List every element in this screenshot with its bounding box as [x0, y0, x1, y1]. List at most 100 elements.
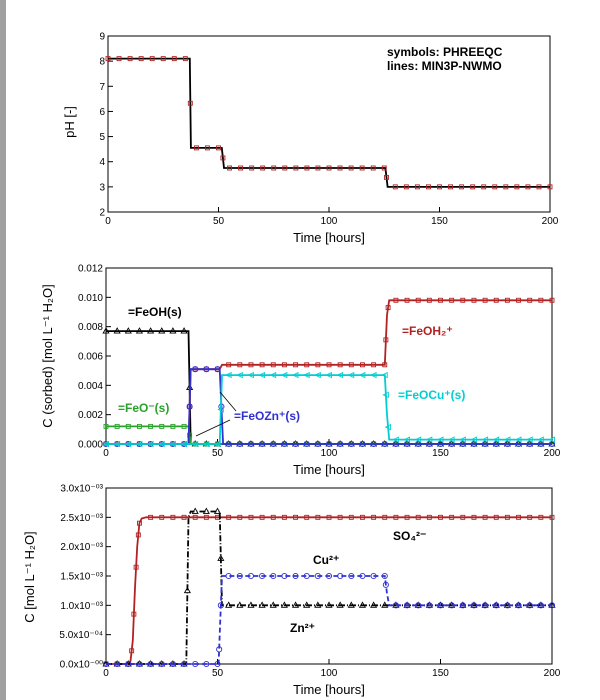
sorbed-series-4-marker — [492, 436, 500, 443]
sorbed-series-4-marker — [217, 406, 224, 413]
sorbed-series-1-marker — [426, 297, 432, 303]
ph-series-0-marker — [403, 184, 409, 190]
aqueous-series-2-marker — [493, 602, 500, 609]
sorbed-series-3-marker — [225, 440, 232, 448]
aqueous-series-0-marker — [527, 514, 533, 520]
aqueous-series-2-marker — [381, 572, 388, 580]
sorbed-series-4-marker — [247, 371, 254, 379]
sorbed-series-4-marker — [158, 440, 165, 448]
ph-series-0-marker — [359, 165, 365, 171]
ph-series-0-marker — [384, 174, 389, 180]
aqueous-series-1-marker — [213, 507, 222, 514]
aqueous-series-2-marker — [192, 660, 199, 668]
ph-series-0-marker — [459, 184, 465, 190]
ph-series-0-marker — [260, 165, 266, 171]
sorbed-series-1-marker — [237, 362, 243, 368]
sorbed-series-3-marker — [348, 440, 355, 448]
ph-series-0-marker — [414, 184, 420, 190]
ph-series-0-marker — [514, 184, 520, 190]
sorbed-series-1-marker — [393, 297, 399, 303]
ph-y-tick-label: 8 — [99, 57, 105, 68]
aqueous-series-0-marker — [281, 514, 287, 520]
sorbed-series-1-marker — [326, 362, 332, 368]
aqueous-series-0-marker — [135, 532, 141, 538]
aqueous-series-2-marker — [504, 602, 511, 609]
ph-x-tick-label: 50 — [213, 216, 225, 227]
ph-series-0-marker — [503, 184, 509, 190]
aqueous-series-2-marker — [281, 572, 288, 580]
ph-series-0-marker — [160, 56, 166, 62]
sorbed-series-4-marker — [548, 436, 555, 443]
label-feocu: =FeOCu⁺(s) — [398, 388, 465, 402]
sorbed-series-line-4 — [106, 374, 552, 445]
sorbed-series-4-marker — [448, 436, 455, 443]
sorbed-series-1-marker — [471, 297, 477, 303]
sorbed-x-tick-label: 200 — [544, 448, 561, 459]
sorbed-series-3-marker — [214, 366, 221, 373]
ph-series-0-marker — [127, 56, 133, 62]
sorbed-series-3-marker — [515, 440, 522, 448]
aqueous-x-tick-label: 0 — [103, 668, 109, 679]
sorbed-series-3-marker — [236, 440, 243, 448]
aqueous-series-2-marker — [548, 602, 556, 609]
sorbed-x-tick-label: 50 — [212, 448, 224, 459]
sorbed-series-1-marker — [449, 297, 455, 303]
label-so4: SO₄²⁻ — [393, 529, 426, 543]
aqueous-series-0-marker — [348, 514, 354, 520]
sorbed-series-3-marker — [247, 440, 254, 448]
sorbed-series-3-marker — [504, 440, 511, 448]
sorbed-series-3-marker — [537, 440, 544, 448]
sorbed-series-3-marker — [526, 440, 533, 448]
aqueous-series-0-marker — [133, 564, 139, 570]
ph-series-0-marker — [220, 155, 226, 161]
sorbed-series-1-marker — [337, 362, 343, 368]
sorbed-series-1-marker — [549, 297, 555, 303]
ph-series-0-marker — [536, 184, 542, 190]
sorbed-series-1-marker — [460, 297, 466, 303]
sorbed-series-4-marker — [537, 436, 544, 443]
aqueous-series-line-2 — [106, 575, 552, 665]
sorbed-series-1-marker — [493, 297, 499, 303]
aqueous-series-0-marker — [538, 514, 544, 520]
sorbed-series-4-marker — [292, 371, 299, 379]
aqueous-y-tick-label: 3.0x10⁻⁰³ — [60, 484, 103, 495]
ph-series-0-marker — [238, 165, 244, 171]
ph-series-0-marker — [348, 165, 354, 171]
aqueous-series-2-marker — [214, 660, 221, 668]
sorbed-series-4-marker — [280, 371, 288, 379]
ph-series-0-marker — [293, 165, 299, 171]
sorbed-x-tick-label: 150 — [432, 448, 449, 459]
aqueous-series-2-marker — [203, 660, 210, 668]
sorbed-series-3-marker — [292, 440, 299, 448]
aqueous-x-tick-label: 200 — [544, 668, 561, 679]
sorbed-series-4-marker — [102, 440, 109, 448]
aqueous-series-2-marker — [337, 572, 344, 580]
ph-series-0-marker — [304, 165, 310, 171]
ph-series-0-marker — [116, 56, 122, 62]
sorbed-series-0-marker — [158, 327, 166, 334]
legend-note-symbols: symbols: PHREEQC — [387, 45, 503, 59]
sorbed-series-4-marker — [370, 371, 377, 379]
ph-y-tick-label: 2 — [99, 208, 105, 219]
sorbed-series-4-marker — [314, 371, 321, 379]
aqueous-series-1-marker — [183, 586, 191, 594]
sorbed-series-1-marker — [293, 362, 298, 368]
aqueous-series-1-marker — [358, 601, 367, 608]
sorbed-series-1-marker — [385, 305, 391, 311]
aqueous-series-0-marker — [504, 514, 510, 520]
sorbed-series-2-marker — [159, 423, 165, 429]
ph-series-0-marker — [492, 184, 498, 190]
sorbed-series-0-marker — [135, 327, 144, 334]
sorbed-x-tick-label: 100 — [321, 448, 338, 459]
sorbed-series-1-marker — [527, 297, 533, 303]
sorbed-y-axis-label: C (sorbed) [mol L⁻¹ H₂O] — [40, 284, 55, 427]
sorbed-series-4-marker — [191, 440, 199, 448]
window-left-edge — [0, 0, 6, 700]
aqueous-series-1-marker — [217, 554, 225, 561]
ph-series-0-marker — [525, 184, 531, 190]
aqueous-series-0-marker — [159, 514, 165, 520]
ph-series-0-marker — [282, 165, 288, 171]
sorbed-series-4-marker — [169, 440, 176, 448]
sorbed-series-0-marker — [147, 327, 155, 334]
sorbed-series-1-marker — [371, 362, 377, 368]
